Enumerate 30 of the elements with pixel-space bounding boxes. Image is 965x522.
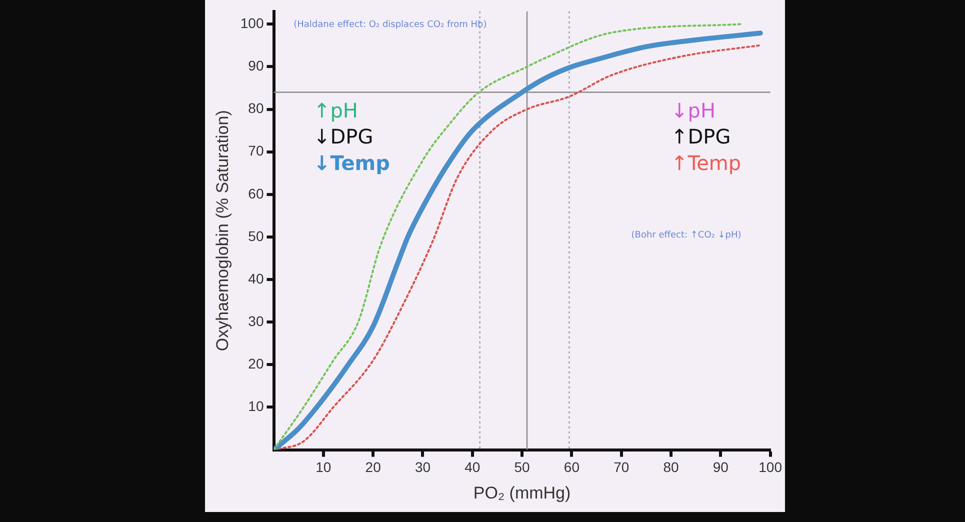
x-tick-label: 100 bbox=[758, 459, 782, 476]
x-tick-label: 60 bbox=[564, 459, 580, 476]
y-tick-label: 90 bbox=[248, 58, 264, 74]
x-axis-title: PO₂ (mmHg) bbox=[473, 483, 571, 502]
annotation: ↑Temp bbox=[671, 151, 742, 176]
x-tick-label: 80 bbox=[663, 459, 680, 476]
x-tick-label: 20 bbox=[365, 459, 382, 476]
y-tick-label: 10 bbox=[248, 398, 264, 414]
x-tick-label: 40 bbox=[464, 459, 480, 476]
annotation: (Bohr effect: ↑CO₂ ↓pH) bbox=[631, 230, 742, 240]
y-tick-label: 60 bbox=[248, 185, 264, 202]
x-tick-label: 30 bbox=[414, 459, 431, 476]
x-tick-label: 50 bbox=[514, 459, 530, 476]
y-tick-label: 30 bbox=[248, 312, 264, 329]
y-tick-label: 100 bbox=[240, 15, 264, 32]
y-tick-label: 80 bbox=[248, 100, 264, 116]
annotation: ↓pH bbox=[671, 98, 716, 122]
y-axis-title: Oxyhaemoglobin (% Saturation) bbox=[212, 110, 232, 352]
y-tick-label: 20 bbox=[248, 356, 264, 372]
annotation: ↓Temp bbox=[313, 151, 390, 176]
x-tick-label: 10 bbox=[316, 459, 332, 476]
annotation: ↑pH bbox=[313, 98, 358, 122]
annotation: (Haldane effect: O₂ displaces CO₂ from Hb) bbox=[294, 20, 487, 30]
y-tick-label: 50 bbox=[248, 228, 264, 244]
x-tick-label: 70 bbox=[614, 459, 630, 476]
annotation: ↓DPG bbox=[313, 124, 374, 149]
x-tick-label: 90 bbox=[712, 459, 729, 476]
y-tick-label: 70 bbox=[248, 142, 264, 159]
y-tick-label: 40 bbox=[248, 270, 264, 286]
annotation: ↑DPG bbox=[671, 124, 731, 149]
